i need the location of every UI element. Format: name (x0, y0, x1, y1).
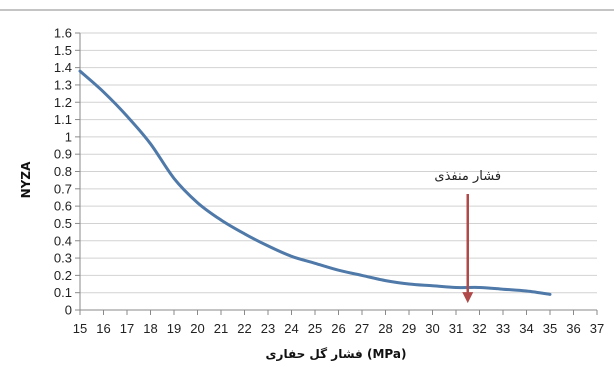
y-tick-label: 1.2 (54, 95, 72, 110)
x-tick-label: 27 (355, 321, 369, 336)
x-tick-label: 21 (214, 321, 228, 336)
y-tick-label: 0.6 (54, 199, 72, 214)
x-tick-label: 18 (143, 321, 157, 336)
y-tick-label: 1.4 (54, 60, 72, 75)
y-tick-label: 1.5 (54, 43, 72, 58)
y-tick-label: 0.5 (54, 216, 72, 231)
x-tick-label: 15 (73, 321, 87, 336)
x-tick-label: 29 (402, 321, 416, 336)
y-tick-label: 1.6 (54, 26, 72, 41)
y-tick-label: 1 (65, 129, 72, 144)
y-tick-label: 0.8 (54, 164, 72, 179)
y-tick-label: 0.7 (54, 181, 72, 196)
y-tick-label: 1.1 (54, 112, 72, 127)
y-tick-label: 0.3 (54, 251, 72, 266)
annotation-arrowhead (462, 292, 474, 304)
x-tick-label: 23 (261, 321, 275, 336)
y-tick-label: 0.4 (54, 233, 72, 248)
x-tick-label: 33 (496, 321, 510, 336)
x-tick-label: 28 (378, 321, 392, 336)
x-tick-label: 26 (331, 321, 345, 336)
x-tick-label: 30 (425, 321, 439, 336)
y-axis-title: NYZA (19, 161, 33, 198)
x-tick-label: 35 (543, 321, 557, 336)
series-line (78, 69, 552, 296)
x-axis-title: فشار گل حفاری (MPa) (266, 347, 407, 361)
y-tick-label: 0.1 (54, 285, 72, 300)
x-tick-label: 37 (590, 321, 604, 336)
x-tick-label: 20 (190, 321, 204, 336)
x-tick-label: 19 (167, 321, 181, 336)
y-axis-ticks: 0 0.1 0.2 0.3 0.4 0.5 0.6 0.7 0.8 0.9 1 1.1 1.2 1.3 1.… (54, 26, 80, 318)
x-tick-label: 32 (472, 321, 486, 336)
x-tick-label: 22 (237, 321, 251, 336)
x-tick-label: 16 (96, 321, 110, 336)
y-tick-label: 0.9 (54, 147, 72, 162)
x-tick-label: 36 (566, 321, 580, 336)
y-tick-label: 1.3 (54, 77, 72, 92)
y-tick-label: 0.2 (54, 268, 72, 283)
x-tick-label: 17 (120, 321, 134, 336)
x-tick-label: 34 (519, 321, 533, 336)
x-tick-label: 24 (284, 321, 298, 336)
series-group (78, 69, 552, 296)
x-tick-label: 31 (449, 321, 463, 336)
y-tick-label: 0 (65, 303, 72, 318)
annotation-label: فشار منفذی (434, 169, 501, 184)
grid-lines (80, 32, 597, 294)
x-tick-label: 25 (308, 321, 322, 336)
annotation-group: فشار منفذی (434, 169, 501, 304)
x-axis-ticks: 15 16 17 18 19 20 21 22 23 24 25 26 27 28 29 30 31 32 33 34… (73, 310, 604, 336)
